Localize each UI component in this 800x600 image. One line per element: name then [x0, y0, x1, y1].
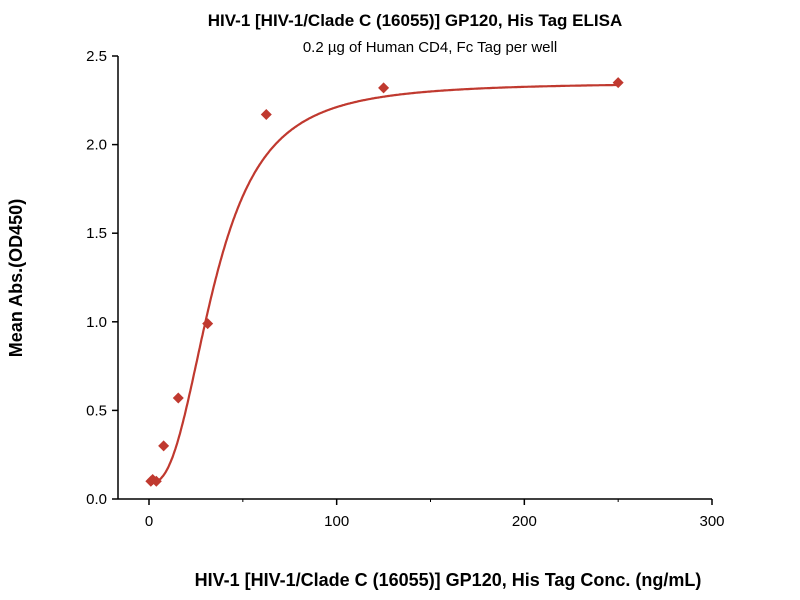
- y-tick-label: 2.0: [86, 137, 107, 154]
- data-point: [612, 77, 624, 89]
- y-tick-label: 2.5: [86, 48, 107, 65]
- y-tick-label: 1.5: [86, 225, 107, 242]
- data-point: [202, 318, 214, 330]
- y-tick-label: 0.0: [86, 491, 107, 508]
- chart-title: HIV-1 [HIV-1/Clade C (16055)] GP120, His…: [208, 11, 622, 30]
- data-points: [145, 77, 624, 487]
- y-axis-label: Mean Abs.(OD450): [6, 199, 26, 357]
- y-tick-label: 1.0: [86, 314, 107, 331]
- x-tick-label: 0: [145, 513, 153, 530]
- fit-curve: [149, 83, 619, 485]
- y-tick-label: 0.5: [86, 402, 107, 419]
- data-point: [260, 108, 272, 120]
- data-point: [378, 82, 390, 94]
- data-point: [158, 440, 170, 452]
- x-tick-label: 200: [512, 513, 537, 530]
- x-tick-label: 100: [324, 513, 349, 530]
- fit-curve-group: [149, 83, 619, 485]
- chart-subtitle: 0.2 µg of Human CD4, Fc Tag per well: [303, 39, 557, 56]
- data-point: [172, 392, 184, 404]
- x-tick-label: 300: [699, 513, 724, 530]
- x-axis-label: HIV-1 [HIV-1/Clade C (16055)] GP120, His…: [195, 570, 702, 590]
- axes: 0 100 200 300 0.0 0.5 1.0 1.5 2.0 2.5: [86, 48, 724, 530]
- data-point: [150, 475, 162, 487]
